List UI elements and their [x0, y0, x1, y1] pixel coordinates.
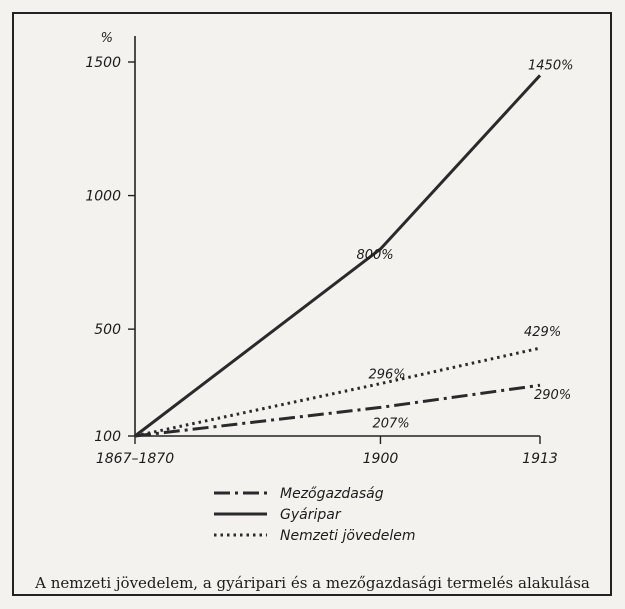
- legend-label: Mezőgazdaság: [280, 486, 384, 502]
- data-label: 1450%: [528, 58, 573, 73]
- figure-caption: A nemzeti jövedelem, a gyáripari és a me…: [35, 574, 590, 592]
- series-line-solid: [134, 74, 542, 438]
- x-tick-label: 1913: [522, 451, 558, 467]
- x-tick-label: 1900: [363, 451, 399, 467]
- data-label: 429%: [524, 325, 561, 340]
- legend-label: Gyáripar: [280, 507, 342, 523]
- y-tick-label: 1000: [85, 189, 121, 205]
- data-label: 207%: [372, 416, 409, 431]
- chart-frame: [12, 12, 612, 596]
- y-tick-label: 500: [94, 322, 121, 338]
- y-tick-label: 1500: [85, 55, 121, 71]
- data-label: 290%: [534, 388, 571, 403]
- legend-label: Nemzeti jövedelem: [280, 528, 416, 544]
- series-line-dashdot: [134, 383, 541, 438]
- data-label: 800%: [356, 248, 393, 263]
- y-tick-label: 100: [94, 429, 121, 445]
- data-label: 296%: [368, 368, 405, 383]
- y-axis-label: %: [101, 31, 113, 46]
- x-tick-label: 1867–1870: [96, 451, 174, 467]
- series-line-dotted: [134, 346, 541, 438]
